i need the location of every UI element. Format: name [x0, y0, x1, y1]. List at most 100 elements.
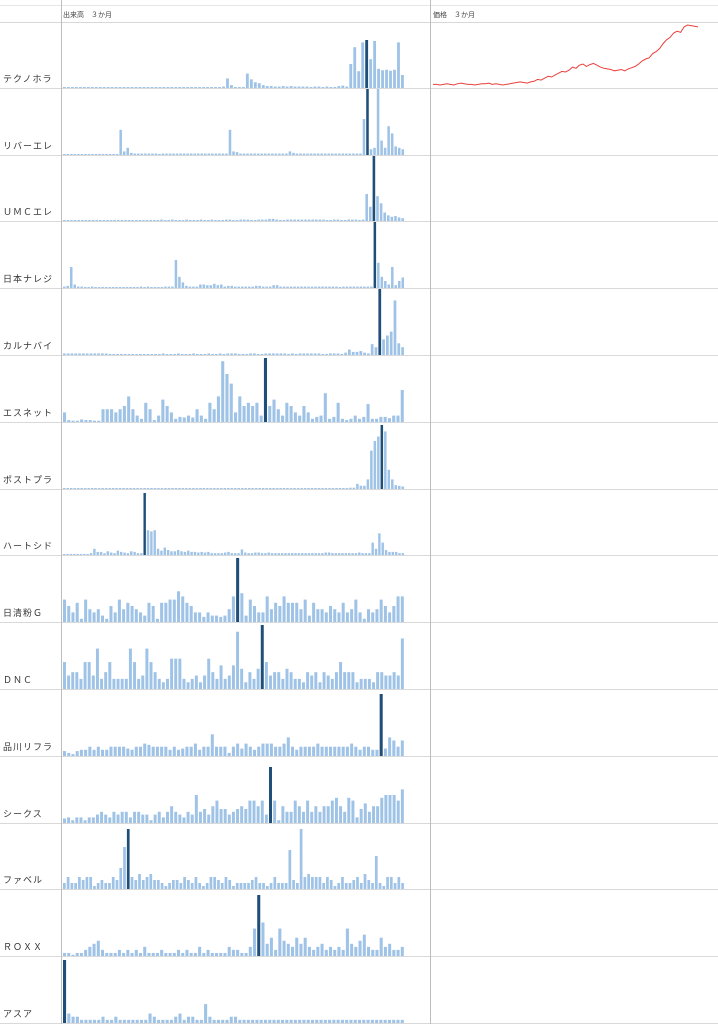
volume-bar [165, 153, 168, 155]
volume-bar [251, 488, 254, 489]
volume-bar [88, 746, 92, 756]
volume-bar [376, 89, 380, 155]
volume-bar [84, 949, 88, 956]
volume-bar [389, 331, 393, 355]
volume-bar [169, 412, 173, 422]
volume-bar [218, 87, 221, 88]
volume-bar [271, 218, 275, 221]
volume-bar [116, 678, 120, 689]
volume-bar [264, 219, 268, 221]
volume-bar [160, 883, 164, 889]
volume-bar [143, 488, 146, 489]
volume-bar [156, 880, 160, 889]
volume-bar [157, 415, 161, 422]
volume-bar [100, 880, 104, 889]
volume-bar [306, 800, 310, 823]
volume-bar [70, 220, 73, 221]
volume-bar [154, 153, 158, 155]
volume-bar [261, 488, 265, 489]
volume-bar [86, 554, 89, 555]
volume-bar [96, 883, 100, 889]
volume-bar [364, 553, 368, 555]
volume-bar [286, 602, 290, 622]
volume-bar [318, 811, 322, 823]
volume-bar [286, 286, 289, 288]
volume-bar [138, 87, 142, 88]
volume-bar [192, 488, 195, 489]
volume-bar [400, 596, 404, 622]
volume-bar [73, 220, 77, 221]
volume-bar [174, 811, 178, 823]
volume-bar [75, 1016, 79, 1023]
volume-bar [328, 418, 332, 422]
volume-bar [110, 409, 114, 422]
volume-bar-peak [143, 493, 146, 555]
volume-bar [281, 415, 285, 422]
volume-bar [341, 602, 345, 622]
volume-bar [298, 415, 302, 422]
stock-name: 日清粉Ｇ [3, 609, 44, 619]
volume-bar [63, 353, 66, 355]
volume-bar [240, 286, 244, 288]
volume-bar [217, 220, 221, 221]
volume-bar [112, 354, 116, 355]
volume-bar [357, 71, 361, 88]
volume-bar [249, 353, 252, 355]
volume-bar [189, 220, 192, 221]
volume-bar [138, 220, 142, 221]
volume-bar [105, 618, 109, 622]
volume-bar [216, 285, 220, 288]
volume-bar [282, 940, 286, 956]
volume-bar [63, 488, 66, 489]
volume-bar [94, 154, 98, 155]
volume-bar [131, 354, 135, 355]
volume-bar [268, 286, 272, 288]
volume-bar [354, 219, 358, 221]
volume-bar [155, 746, 159, 756]
volume-bar [391, 551, 394, 555]
volume-bar [150, 531, 153, 555]
volume-bar [284, 883, 288, 889]
volume-bar [401, 347, 404, 355]
volume-bar [297, 86, 301, 88]
volume-bar [101, 949, 105, 956]
volume-bar [274, 553, 277, 555]
volume-bar [238, 396, 242, 422]
volume-bar [63, 952, 67, 956]
volume-bar [139, 488, 143, 489]
volume-bar [310, 286, 314, 288]
volume-bar [312, 602, 316, 622]
volume-bar [122, 488, 125, 489]
volume-bar [131, 220, 134, 221]
header-bar: 出来高 ３か月 価格 ３か月 [0, 0, 718, 23]
volume-bar [198, 749, 202, 756]
volume-bar [377, 262, 380, 288]
volume-bar [202, 952, 206, 956]
volume-bar [352, 286, 356, 288]
volume-bar [115, 154, 119, 155]
volume-bar [398, 281, 401, 288]
volume-bar [396, 800, 400, 823]
volume-bar [293, 412, 297, 422]
volume-bar [187, 880, 190, 889]
volume-bar [168, 883, 171, 889]
volume-bar [325, 86, 329, 88]
volume-bar [153, 672, 157, 689]
volume-bar [126, 87, 130, 88]
volume-bar [111, 287, 115, 288]
volume-bar [352, 153, 355, 155]
volume-bar [330, 800, 334, 823]
volume-bar [299, 609, 303, 622]
volume-bar [101, 1016, 105, 1023]
volume-bar [315, 219, 318, 221]
volume-bar [342, 488, 345, 489]
volume-bar [298, 353, 302, 355]
volume-bar [279, 220, 282, 221]
volume-bar [167, 286, 171, 288]
volume-chart [63, 289, 404, 355]
volume-bar [264, 814, 268, 823]
volume-bar [130, 606, 134, 622]
volume-bar [329, 606, 333, 622]
volume-bar [250, 553, 254, 555]
volume-bar [257, 83, 261, 88]
